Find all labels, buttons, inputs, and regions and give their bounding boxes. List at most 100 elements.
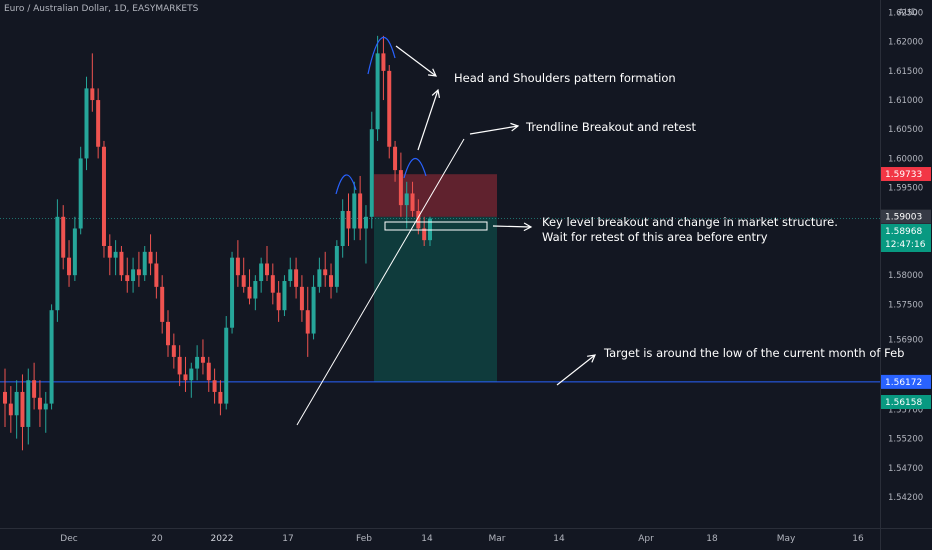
candle (154, 251, 159, 299)
candle (142, 245, 147, 282)
candle-body (375, 53, 380, 130)
candle (259, 257, 264, 293)
candle-body (294, 269, 299, 287)
candle-body (323, 269, 328, 276)
candle-body (67, 257, 72, 276)
candle (37, 380, 42, 427)
candle-body (72, 228, 77, 276)
candle (84, 76, 89, 171)
price-axis-label: 1.59733 (885, 170, 922, 180)
candle (206, 356, 211, 392)
candle (200, 339, 205, 375)
x-tick-label: Apr (638, 534, 654, 544)
candle-body (61, 216, 66, 258)
candle-body (189, 368, 194, 381)
candle-body (288, 269, 293, 282)
candle (276, 281, 281, 322)
candle-body (206, 362, 211, 381)
price-axis-label-bg (881, 167, 931, 182)
currency-label: AUD (898, 8, 918, 18)
candle-body (241, 275, 246, 287)
candle (212, 368, 217, 404)
candle (189, 362, 194, 398)
candle (363, 205, 368, 264)
candle (410, 181, 415, 217)
y-tick-label: 1.54200 (888, 493, 923, 503)
candle-body (101, 146, 106, 246)
take-profit-zone (374, 216, 497, 383)
candle (8, 386, 13, 433)
annotation-arrow (417, 89, 439, 151)
candle-body (352, 193, 357, 229)
y-tick-label: 1.60000 (888, 154, 923, 164)
candle-body (410, 193, 415, 211)
candle-body (154, 263, 159, 287)
candle-body (387, 70, 392, 147)
candle (323, 251, 328, 287)
candle (125, 257, 130, 293)
candle-body (230, 257, 235, 328)
y-tick-label: 1.56900 (888, 335, 923, 345)
candle (346, 193, 351, 246)
candle (311, 275, 316, 340)
y-tick-label: 1.59500 (888, 184, 923, 194)
candle (352, 181, 357, 241)
candle (90, 53, 95, 112)
candle-body (90, 88, 95, 101)
x-tick-label: May (777, 534, 796, 544)
candle (381, 35, 386, 101)
candle (241, 257, 246, 293)
x-tick-label: Mar (489, 534, 506, 544)
candle (119, 245, 124, 282)
y-tick-label: 1.58000 (888, 271, 923, 281)
annotation-arrow (469, 125, 519, 135)
candle (14, 380, 19, 439)
candle (131, 257, 136, 293)
candle-body (329, 275, 334, 287)
trendline (296, 138, 465, 426)
candle-body (393, 146, 398, 171)
y-tick-label: 1.57500 (888, 300, 923, 310)
y-tick-label: 1.61500 (888, 67, 923, 77)
candle-body (363, 216, 368, 229)
head-arc (367, 36, 396, 75)
candle-body (96, 100, 101, 147)
candle-body (398, 170, 403, 206)
candle-body (195, 356, 200, 369)
price-axis-label: 1.59003 (885, 213, 922, 223)
candle (32, 362, 37, 410)
candle-body (334, 245, 339, 287)
candle-body (259, 263, 264, 282)
candle-body (212, 380, 217, 392)
annotation-arrow (556, 354, 596, 386)
candle (375, 35, 380, 141)
annotation-arrow (492, 225, 532, 228)
candle-body (299, 286, 304, 311)
candle-body (340, 210, 345, 246)
x-tick-label: Dec (60, 534, 77, 544)
candle-body (78, 158, 83, 229)
candle-body (142, 251, 147, 276)
candle-body (119, 251, 124, 276)
candle (393, 140, 398, 182)
candle-body (49, 310, 54, 404)
annotation-text: Target is around the low of the current … (603, 346, 904, 360)
candle (113, 240, 118, 276)
candle (305, 286, 310, 357)
candle (340, 199, 345, 258)
arrow-head (427, 68, 438, 77)
candle-body (317, 269, 322, 287)
candle (369, 111, 374, 229)
candle-body (369, 129, 374, 217)
candle (195, 345, 200, 381)
candle-body (218, 391, 223, 404)
candle-body (43, 403, 48, 410)
y-tick-label: 1.55700 (888, 405, 923, 415)
x-tick-label: 2022 (211, 534, 234, 544)
candle-body (270, 275, 275, 293)
price-axis-countdown: 12:47:16 (885, 240, 926, 250)
candle-body (84, 88, 89, 159)
key-level-box (384, 221, 488, 231)
arrow-head (523, 222, 533, 232)
